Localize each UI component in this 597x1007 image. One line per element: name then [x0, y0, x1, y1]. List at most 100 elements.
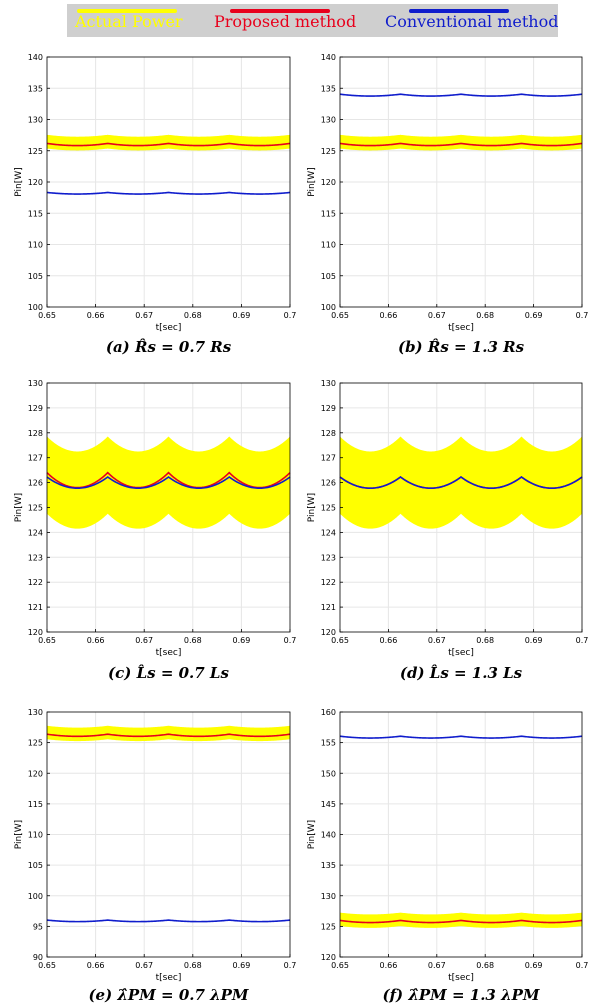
y-tick-label: 121	[321, 603, 336, 612]
y-tick-label: 128	[28, 429, 43, 438]
y-tick-label: 105	[321, 272, 336, 281]
legend: Actual Power Proposed method Conventiona…	[67, 4, 558, 37]
caption-equation: L̂s = 1.3 Ls	[429, 664, 523, 682]
y-tick-label: 110	[28, 241, 43, 250]
y-tick-label: 121	[28, 603, 43, 612]
series-line-conventional-method	[339, 93, 583, 97]
series-line-conventional-method	[46, 476, 291, 490]
y-tick-label: 128	[321, 429, 336, 438]
chart-panel-3: 0.65 0.66 0.67 0.68 0.69 0.7 120 121 122 123 124 12…	[14, 379, 296, 682]
y-tick-label: 160	[321, 708, 336, 717]
y-tick-label: 135	[321, 861, 336, 870]
legend-label-conventional-method: Conventional method	[385, 12, 559, 31]
x-tick-label: 0.66	[87, 961, 105, 970]
series-band-actual-power	[47, 436, 290, 529]
x-tick-label: 0.67	[428, 311, 446, 320]
x-tick-label: 0.69	[232, 961, 250, 970]
x-tick-label: 0.7	[576, 636, 589, 645]
y-axis-label: Pin[W]	[307, 820, 317, 849]
x-tick-label: 0.65	[38, 636, 56, 645]
series-line-conventional-method	[339, 476, 583, 490]
caption-equation: λ̂PM = 0.7 λPM	[116, 986, 249, 1004]
y-tick-label: 140	[321, 831, 336, 840]
x-axis-label: t[sec]	[448, 648, 474, 658]
x-tick-label: 0.66	[379, 961, 397, 970]
y-tick-label: 120	[28, 769, 43, 778]
x-tick-label: 0.7	[576, 961, 589, 970]
y-tick-label: 127	[321, 454, 336, 463]
chart-panel-2: 0.65 0.66 0.67 0.68 0.69 0.7 100 105 110 115 120 12…	[307, 53, 588, 356]
chart-panel-1: 0.65 0.66 0.67 0.68 0.69 0.7 100 105 110 115 120 12…	[14, 53, 296, 356]
x-tick-label: 0.68	[476, 636, 494, 645]
y-tick-label: 126	[28, 479, 43, 488]
series-line-conventional-method	[46, 191, 291, 195]
y-axis-label: Pin[W]	[307, 167, 317, 196]
x-tick-label: 0.69	[525, 311, 543, 320]
x-tick-label: 0.68	[184, 636, 202, 645]
series-line-proposed-method	[46, 142, 291, 147]
x-tick-label: 0.69	[232, 636, 250, 645]
y-tick-label: 123	[321, 553, 336, 562]
x-tick-label: 0.7	[284, 961, 297, 970]
y-tick-label: 140	[321, 53, 336, 62]
y-tick-label: 145	[321, 800, 336, 809]
y-tick-label: 120	[321, 628, 336, 637]
caption-equation: R̂s = 0.7 Rs	[134, 338, 232, 356]
x-tick-label: 0.67	[135, 311, 153, 320]
panel-caption: (d) L̂s = 1.3 Ls	[400, 664, 523, 682]
legend-item-conventional-method: Conventional method	[377, 4, 558, 37]
y-tick-label: 127	[28, 454, 43, 463]
x-tick-label: 0.67	[428, 961, 446, 970]
y-tick-label: 130	[28, 708, 43, 717]
panel-caption: (a) R̂s = 0.7 Rs	[106, 338, 232, 356]
x-tick-label: 0.7	[284, 636, 297, 645]
x-tick-label: 0.68	[476, 311, 494, 320]
y-tick-label: 115	[321, 209, 336, 218]
y-tick-label: 95	[33, 922, 43, 931]
legend-item-proposed-method: Proposed method	[212, 4, 372, 37]
y-tick-label: 100	[28, 303, 43, 312]
x-tick-label: 0.69	[232, 311, 250, 320]
x-tick-label: 0.66	[379, 636, 397, 645]
x-tick-label: 0.67	[428, 636, 446, 645]
y-axis-label: Pin[W]	[14, 493, 24, 522]
y-tick-label: 126	[321, 479, 336, 488]
y-tick-label: 105	[28, 861, 43, 870]
x-axis-label: t[sec]	[156, 323, 182, 333]
x-tick-label: 0.68	[184, 961, 202, 970]
y-axis-label: Pin[W]	[307, 493, 317, 522]
y-tick-label: 122	[28, 578, 43, 587]
y-tick-label: 130	[321, 892, 336, 901]
legend-swatch-proposed-method	[230, 9, 330, 13]
y-tick-label: 125	[28, 739, 43, 748]
caption-tag: (e)	[88, 986, 117, 1004]
x-tick-label: 0.69	[525, 636, 543, 645]
caption-equation: L̂s = 0.7 Ls	[136, 664, 230, 682]
y-tick-label: 105	[28, 272, 43, 281]
x-tick-label: 0.66	[87, 311, 105, 320]
y-tick-label: 115	[28, 800, 43, 809]
panel-caption: (f) λ̂PM = 1.3 λPM	[382, 986, 539, 1004]
y-tick-label: 135	[321, 84, 336, 93]
x-tick-label: 0.65	[38, 961, 56, 970]
y-tick-label: 130	[321, 116, 336, 125]
y-tick-label: 100	[28, 892, 43, 901]
y-axis-label: Pin[W]	[14, 167, 24, 196]
chart-panel-5: 0.65 0.66 0.67 0.68 0.69 0.7 90 95 100 105 110 115 1…	[14, 708, 296, 1004]
caption-tag: (d)	[400, 664, 430, 682]
y-tick-label: 123	[28, 553, 43, 562]
legend-swatch-actual-power	[77, 9, 177, 13]
legend-label-actual-power: Actual Power	[75, 12, 183, 31]
caption-tag: (b)	[398, 338, 428, 356]
y-tick-label: 155	[321, 739, 336, 748]
series-line-conventional-method	[339, 735, 583, 739]
y-tick-label: 125	[321, 922, 336, 931]
x-axis-label: t[sec]	[156, 973, 182, 983]
x-axis-label: t[sec]	[448, 323, 474, 333]
y-tick-label: 122	[321, 578, 336, 587]
x-tick-label: 0.69	[525, 961, 543, 970]
series-band-actual-power	[340, 436, 582, 529]
caption-equation: R̂s = 1.3 Rs	[427, 338, 525, 356]
y-tick-label: 130	[321, 379, 336, 388]
